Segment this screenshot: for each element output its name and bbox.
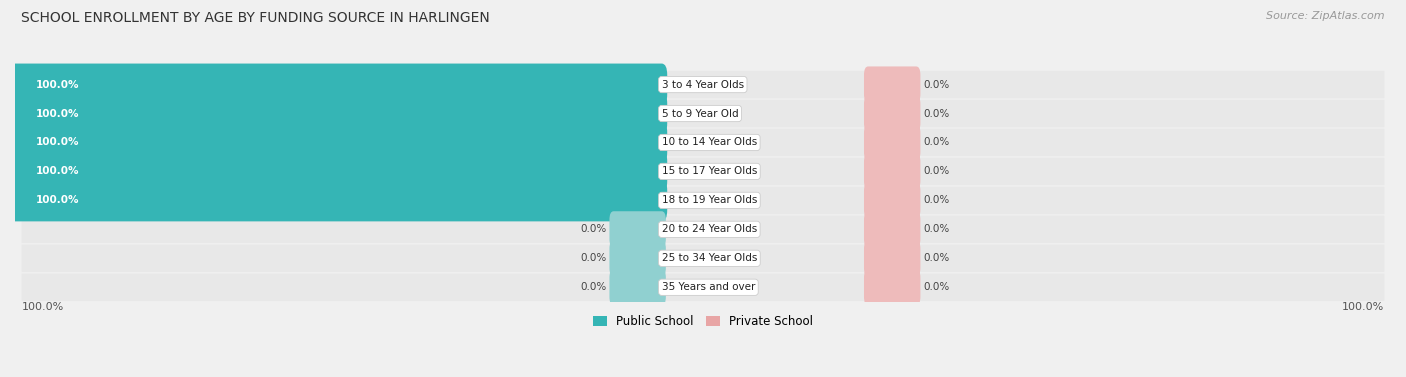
FancyBboxPatch shape <box>865 269 921 305</box>
Text: 0.0%: 0.0% <box>924 166 949 176</box>
Text: 100.0%: 100.0% <box>35 80 79 90</box>
FancyBboxPatch shape <box>10 92 668 135</box>
FancyBboxPatch shape <box>865 240 921 276</box>
Text: 25 to 34 Year Olds: 25 to 34 Year Olds <box>662 253 756 263</box>
Text: 0.0%: 0.0% <box>924 80 949 90</box>
FancyBboxPatch shape <box>21 273 1385 301</box>
Text: SCHOOL ENROLLMENT BY AGE BY FUNDING SOURCE IN HARLINGEN: SCHOOL ENROLLMENT BY AGE BY FUNDING SOUR… <box>21 11 489 25</box>
Text: Source: ZipAtlas.com: Source: ZipAtlas.com <box>1267 11 1385 21</box>
Text: 0.0%: 0.0% <box>924 109 949 118</box>
Text: 10 to 14 Year Olds: 10 to 14 Year Olds <box>662 138 756 147</box>
FancyBboxPatch shape <box>865 211 921 247</box>
Text: 20 to 24 Year Olds: 20 to 24 Year Olds <box>662 224 756 234</box>
Text: 0.0%: 0.0% <box>924 224 949 234</box>
Text: 0.0%: 0.0% <box>924 138 949 147</box>
FancyBboxPatch shape <box>865 153 921 190</box>
FancyBboxPatch shape <box>10 121 668 164</box>
FancyBboxPatch shape <box>609 240 666 276</box>
FancyBboxPatch shape <box>21 245 1385 272</box>
FancyBboxPatch shape <box>21 158 1385 185</box>
FancyBboxPatch shape <box>865 124 921 161</box>
Text: 15 to 17 Year Olds: 15 to 17 Year Olds <box>662 166 756 176</box>
FancyBboxPatch shape <box>10 179 668 221</box>
FancyBboxPatch shape <box>865 66 921 103</box>
Text: 18 to 19 Year Olds: 18 to 19 Year Olds <box>662 195 756 205</box>
FancyBboxPatch shape <box>865 182 921 219</box>
FancyBboxPatch shape <box>865 95 921 132</box>
FancyBboxPatch shape <box>21 187 1385 214</box>
FancyBboxPatch shape <box>21 216 1385 243</box>
Text: 100.0%: 100.0% <box>35 109 79 118</box>
FancyBboxPatch shape <box>21 71 1385 98</box>
FancyBboxPatch shape <box>10 64 668 106</box>
Legend: Public School, Private School: Public School, Private School <box>588 311 818 333</box>
Text: 5 to 9 Year Old: 5 to 9 Year Old <box>662 109 738 118</box>
Text: 0.0%: 0.0% <box>924 195 949 205</box>
FancyBboxPatch shape <box>10 150 668 192</box>
FancyBboxPatch shape <box>609 211 666 247</box>
FancyBboxPatch shape <box>21 129 1385 156</box>
Text: 0.0%: 0.0% <box>924 253 949 263</box>
Text: 0.0%: 0.0% <box>581 282 606 292</box>
Text: 0.0%: 0.0% <box>581 253 606 263</box>
Text: 0.0%: 0.0% <box>581 224 606 234</box>
Text: 100.0%: 100.0% <box>35 138 79 147</box>
Text: 35 Years and over: 35 Years and over <box>662 282 755 292</box>
Text: 100.0%: 100.0% <box>1341 302 1384 312</box>
FancyBboxPatch shape <box>609 269 666 305</box>
Text: 3 to 4 Year Olds: 3 to 4 Year Olds <box>662 80 744 90</box>
Text: 100.0%: 100.0% <box>35 195 79 205</box>
Text: 0.0%: 0.0% <box>924 282 949 292</box>
Text: 100.0%: 100.0% <box>35 166 79 176</box>
Text: 100.0%: 100.0% <box>22 302 65 312</box>
FancyBboxPatch shape <box>21 100 1385 127</box>
